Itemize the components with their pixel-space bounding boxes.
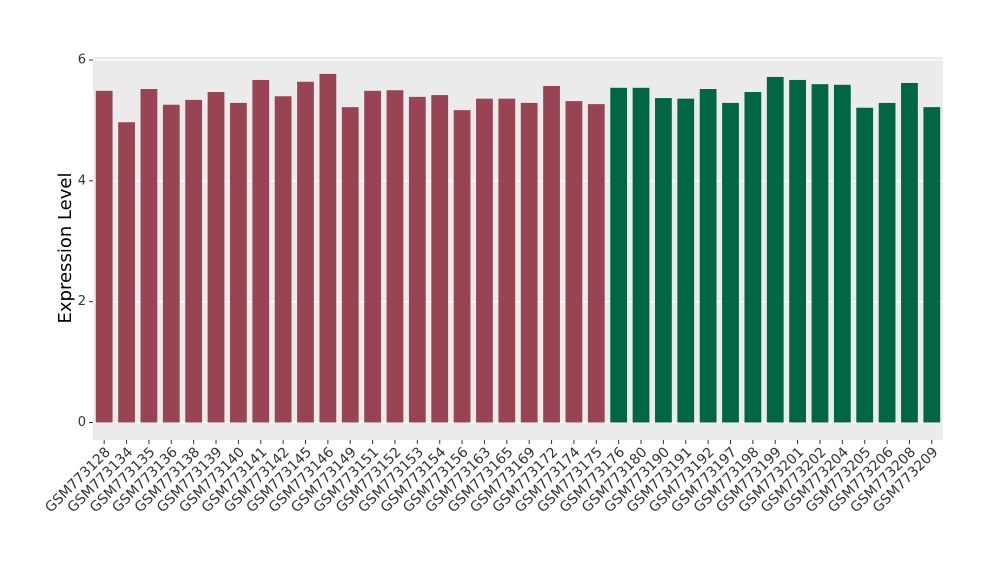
- y-tick-label: 2: [78, 294, 86, 309]
- bar: [386, 90, 404, 423]
- bar: [185, 99, 203, 423]
- bar: [252, 79, 270, 423]
- bar: [453, 110, 471, 423]
- bar: [297, 81, 314, 423]
- bar: [587, 104, 605, 423]
- bar: [833, 84, 851, 423]
- bar: [431, 95, 449, 423]
- y-axis-title: Expression Level: [55, 173, 76, 324]
- bar: [543, 85, 560, 423]
- bar: [162, 104, 180, 423]
- y-tick-label: 4: [78, 173, 86, 188]
- bar: [632, 87, 650, 423]
- bar: [878, 102, 896, 423]
- bar: [364, 90, 381, 423]
- bar: [789, 79, 806, 423]
- bar: [744, 92, 762, 423]
- bar: [319, 73, 337, 423]
- bar: [811, 84, 829, 423]
- bar: [520, 102, 538, 423]
- bar: [655, 98, 672, 423]
- bar: [766, 76, 784, 423]
- bar: [140, 89, 158, 423]
- bar: [408, 96, 426, 423]
- bar: [230, 102, 247, 423]
- bar: [341, 107, 359, 423]
- bar: [699, 89, 717, 423]
- bar: [274, 96, 292, 423]
- bar: [207, 92, 225, 423]
- y-tick-label: 6: [78, 53, 86, 68]
- bar: [95, 90, 113, 423]
- bar: [923, 107, 941, 423]
- bar: [677, 98, 695, 423]
- bar: [476, 98, 493, 423]
- bar: [118, 122, 135, 423]
- bar: [498, 98, 516, 423]
- bar: [610, 87, 628, 423]
- y-tick-label: 0: [78, 415, 86, 430]
- bar: [565, 101, 583, 423]
- bar: [856, 107, 874, 423]
- bar: [722, 102, 739, 423]
- bar: [901, 82, 918, 423]
